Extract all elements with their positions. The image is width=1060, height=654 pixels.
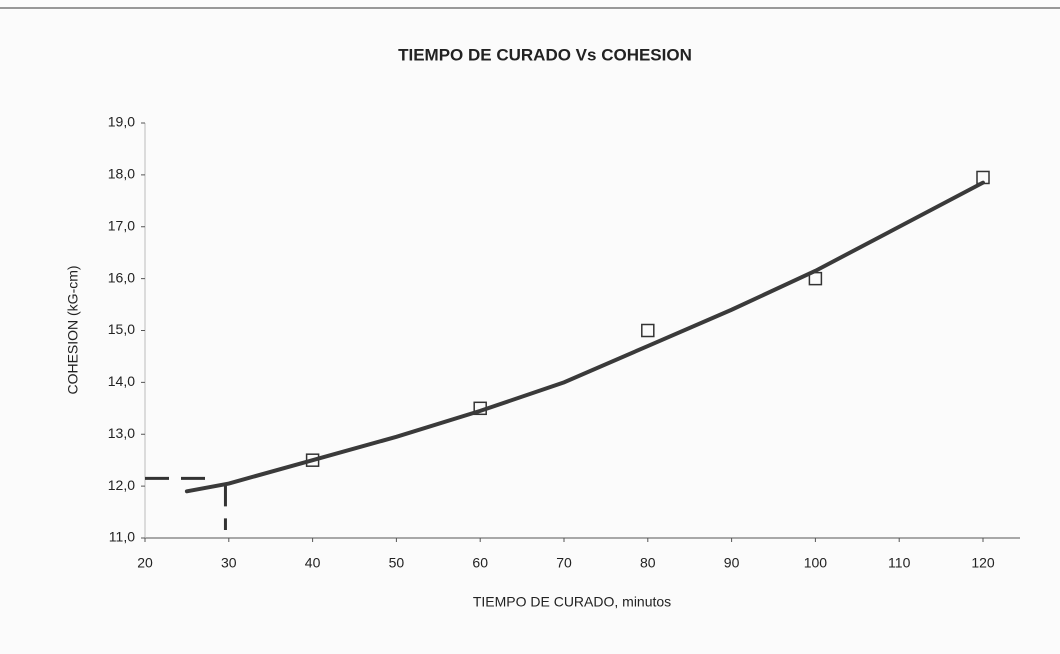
y-tick-label: 19,0 — [108, 114, 135, 130]
x-tick-label: 90 — [724, 555, 740, 571]
chart-title: TIEMPO DE CURADO Vs COHESION — [398, 45, 692, 64]
y-tick-label: 11,0 — [109, 529, 135, 545]
y-tick-label: 14,0 — [108, 373, 135, 389]
x-tick-label: 20 — [137, 555, 153, 571]
x-tick-label: 70 — [556, 555, 572, 571]
y-tick-label: 13,0 — [108, 425, 135, 441]
x-axis-label: TIEMPO DE CURADO, minutos — [473, 594, 671, 610]
x-tick-label: 80 — [640, 555, 656, 571]
y-tick-label: 15,0 — [108, 321, 135, 337]
y-tick-label: 18,0 — [108, 166, 135, 182]
y-axis-label: COHESION (kG-cm) — [65, 265, 81, 394]
point — [641, 323, 655, 338]
x-tick-label: 110 — [888, 555, 911, 571]
y-tick-label: 17,0 — [108, 217, 135, 233]
trend-line — [184, 180, 985, 494]
x-tick-label: 60 — [472, 555, 488, 571]
x-tick-label: 30 — [221, 555, 237, 571]
y-tick-label: 16,0 — [108, 269, 135, 285]
y-tick-label: 12,0 — [108, 477, 135, 493]
x-tick-label: 40 — [305, 555, 321, 571]
x-tick-label: 50 — [389, 555, 405, 571]
x-tick-label: 100 — [804, 555, 828, 571]
x-tick-label: 120 — [971, 555, 995, 571]
